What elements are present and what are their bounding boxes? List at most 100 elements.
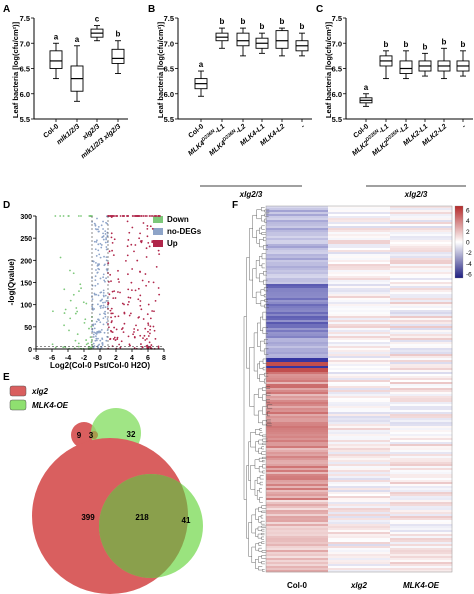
heatmap-cell bbox=[390, 470, 453, 473]
point-up bbox=[117, 278, 120, 280]
significance-letter: c bbox=[95, 15, 100, 24]
point-up bbox=[110, 280, 112, 283]
heatmap-cell bbox=[266, 436, 329, 439]
point-up bbox=[140, 215, 142, 217]
heatmap-cell bbox=[266, 544, 329, 547]
heatmap-cell bbox=[390, 408, 453, 411]
point-down bbox=[54, 215, 57, 217]
point-up bbox=[113, 336, 116, 339]
point-nodeg bbox=[94, 323, 97, 326]
heatmap-cell bbox=[328, 226, 391, 229]
heatmap-cell bbox=[328, 482, 391, 485]
point-down bbox=[85, 339, 88, 341]
point-down bbox=[72, 293, 75, 296]
heatmap-cell bbox=[266, 416, 329, 419]
heatmap-cell bbox=[390, 316, 453, 319]
heatmap-cell bbox=[328, 538, 391, 541]
point-up bbox=[146, 344, 149, 347]
point-up bbox=[114, 297, 117, 299]
heatmap-cell bbox=[328, 524, 391, 527]
heatmap-cell bbox=[328, 286, 391, 289]
volcano-points bbox=[51, 215, 161, 350]
heatmap-cell bbox=[390, 252, 453, 255]
point-down bbox=[64, 346, 67, 349]
box-2 bbox=[399, 60, 413, 74]
heatmap-cell bbox=[328, 434, 391, 437]
point-up bbox=[139, 334, 142, 337]
heatmap-cell bbox=[328, 266, 391, 269]
point-up bbox=[119, 291, 121, 294]
heatmap-cell bbox=[328, 246, 391, 249]
point-up bbox=[110, 316, 112, 319]
heatmap-cell bbox=[390, 492, 453, 495]
heatmap-cell bbox=[266, 398, 329, 401]
heatmap-cell bbox=[328, 402, 391, 405]
heatmap-cell bbox=[266, 358, 329, 361]
legend-swatch-xlg2 bbox=[9, 385, 27, 397]
point-nodeg bbox=[92, 346, 95, 349]
heatmap-cell bbox=[390, 224, 453, 227]
point-nodeg bbox=[99, 277, 102, 280]
heatmap-cell bbox=[266, 518, 329, 521]
heatmap-cell bbox=[390, 476, 453, 479]
heatmap-cell bbox=[266, 388, 329, 391]
point-down bbox=[89, 215, 92, 217]
heatmap-cell bbox=[266, 392, 329, 395]
point-nodeg bbox=[106, 241, 109, 244]
heatmap-cell bbox=[266, 384, 329, 387]
heatmap-cell bbox=[266, 290, 329, 293]
color-scale-tick-label: -6 bbox=[466, 272, 472, 279]
heatmap-cell bbox=[266, 418, 329, 421]
heatmap-col-label-mlk4oe: MLK4-OE bbox=[403, 581, 440, 590]
heatmap-cell bbox=[266, 480, 329, 483]
heatmap-cell bbox=[266, 280, 329, 283]
significance-letter: b bbox=[404, 40, 409, 49]
significance-letter: b bbox=[220, 17, 225, 26]
point-up bbox=[134, 244, 137, 246]
point-up bbox=[154, 338, 157, 340]
heatmap-cell bbox=[266, 542, 329, 545]
heatmap-cell bbox=[266, 504, 329, 507]
heatmap-cell bbox=[328, 430, 391, 433]
point-nodeg bbox=[104, 306, 107, 309]
point-nodeg bbox=[102, 317, 105, 320]
point-up bbox=[152, 281, 155, 284]
heatmap-cell bbox=[390, 348, 453, 351]
heatmap-cell bbox=[390, 288, 453, 291]
heatmap-cell bbox=[266, 294, 329, 297]
heatmap-cell bbox=[328, 214, 391, 217]
heatmap-cell bbox=[266, 422, 329, 425]
point-nodeg bbox=[95, 335, 97, 338]
heatmap-cell bbox=[266, 318, 329, 321]
heatmap-cell bbox=[390, 248, 453, 251]
heatmap-cell bbox=[328, 366, 391, 369]
heatmap-cell bbox=[390, 494, 453, 497]
heatmap-cell bbox=[266, 488, 329, 491]
point-down bbox=[75, 307, 78, 309]
heatmap-cell bbox=[266, 486, 329, 489]
heatmap-cell bbox=[390, 422, 453, 425]
point-up bbox=[130, 289, 133, 292]
venn-bottom-overlap bbox=[99, 474, 188, 578]
x-axis-label: Log2(Col-0 Pst/Col-0 H2O) bbox=[50, 361, 150, 370]
heatmap-cell bbox=[328, 510, 391, 513]
point-up bbox=[139, 304, 142, 307]
point-up bbox=[149, 328, 152, 331]
heatmap-cell bbox=[390, 220, 453, 223]
point-up bbox=[126, 215, 128, 217]
x-tick-label: - bbox=[461, 123, 468, 130]
heatmap-cell bbox=[390, 568, 453, 571]
heatmap-cell bbox=[266, 226, 329, 229]
heatmap-cell bbox=[266, 432, 329, 435]
heatmap-cell bbox=[390, 508, 453, 511]
heatmap-cell bbox=[390, 534, 453, 537]
heatmap-cell bbox=[266, 424, 329, 427]
point-up bbox=[144, 327, 147, 330]
heatmap-cell bbox=[266, 494, 329, 497]
venn-top-left-count: 9 bbox=[77, 431, 82, 440]
heatmap-cell bbox=[328, 308, 391, 311]
heatmap-cell bbox=[390, 230, 453, 233]
point-nodeg bbox=[101, 298, 103, 301]
heatmap-cell bbox=[266, 322, 329, 325]
heatmap-cell bbox=[266, 522, 329, 525]
